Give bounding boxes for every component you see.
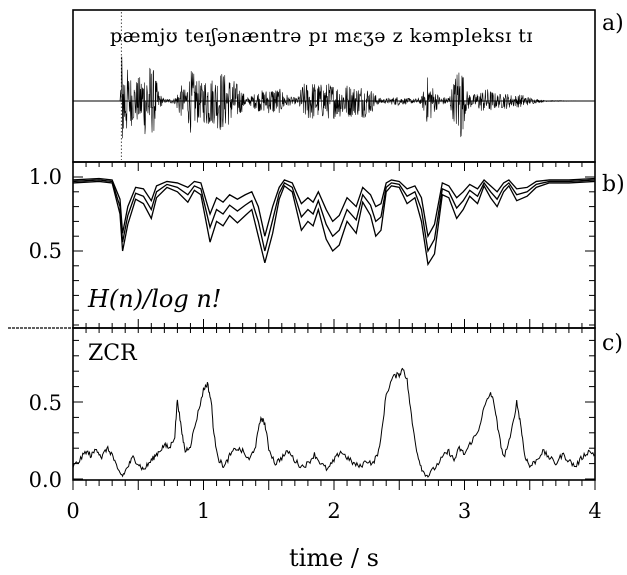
panel-b-ticks [72, 162, 596, 328]
panel-c-ytick-0.5: 0.5 [29, 391, 62, 415]
zcr-line [72, 367, 596, 478]
panel-b-annotation: H(n)/log n! [87, 285, 221, 313]
panel-c-annotation: ZCR [88, 341, 138, 366]
xtick-label-1: 1 [197, 499, 210, 523]
xtick-label-4: 4 [588, 499, 601, 523]
panel-b-ytick-1.0: 1.0 [29, 165, 62, 189]
entropy-series-group [72, 177, 596, 267]
waveform-line [73, 56, 595, 139]
entropy-line-3 [72, 180, 596, 267]
panel-a-waveform: pæmjʊ teɪʃənæntrə pɪ mɛʒə z kəmpleksɪ tɪ… [72, 9, 624, 163]
waveform-series [73, 12, 595, 160]
panel-c-ytick-0.0: 0.0 [29, 468, 62, 492]
xtick-label-0: 0 [66, 499, 79, 523]
panel-b-tag: b) [602, 172, 625, 197]
panel-c-zcr: 0.5 0.0 ZCR c) 0 1 2 3 4 time / s [8, 327, 623, 572]
x-axis-label: time / s [289, 544, 379, 572]
panel-c-tag: c) [602, 331, 623, 356]
panel-b-entropy: 1.0 0.5 H(n)/log n! b) [29, 161, 625, 329]
entropy-line-1 [72, 177, 596, 239]
zcr-series-group [72, 367, 596, 478]
xtick-label-2: 2 [327, 499, 340, 523]
panel-b-ytick-0.5: 0.5 [29, 239, 62, 263]
panel-a-tag: a) [602, 11, 624, 36]
entropy-line-2 [72, 179, 596, 253]
panel-a-annotation: pæmjʊ teɪʃənæntrə pɪ mɛʒə z kəmpleksɪ tɪ [110, 25, 533, 47]
panel-c-ticks [8, 327, 596, 490]
xtick-label-3: 3 [458, 499, 471, 523]
